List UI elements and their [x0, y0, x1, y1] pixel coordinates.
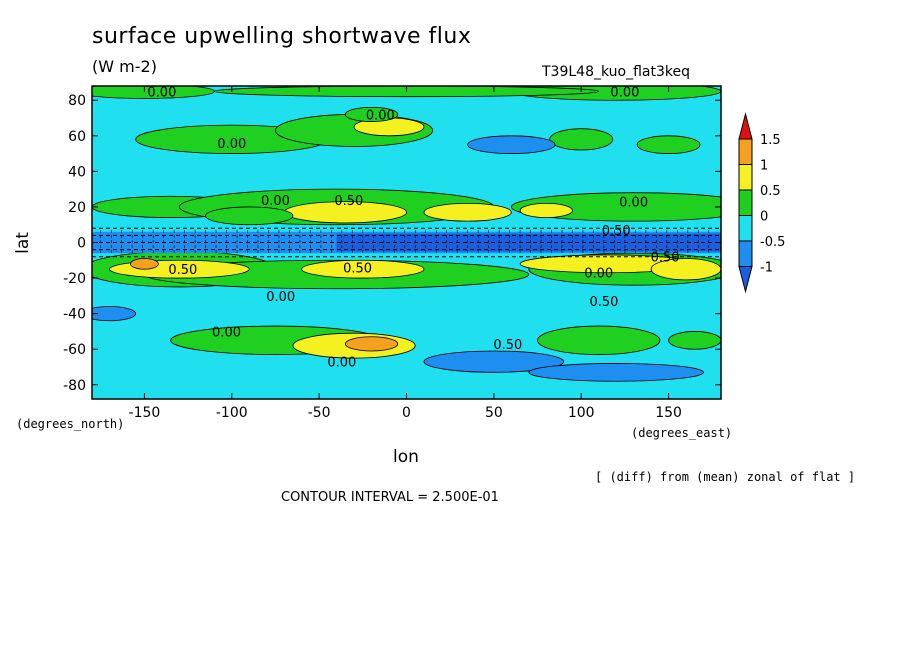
contour-label: 0.50 [589, 295, 618, 310]
y-tick-label: 60 [68, 129, 86, 145]
y-unit-label: (degrees_north) [16, 417, 124, 431]
x-tick-label: -150 [129, 405, 161, 421]
x-unit-label: (degrees_east) [631, 426, 732, 440]
contour-region [130, 258, 159, 270]
colorbar-segment [738, 138, 753, 165]
contour-label: 0.00 [266, 290, 295, 305]
y-tick-label: 0 [77, 236, 86, 252]
contour-label: 0.00 [327, 356, 356, 371]
chart-title: surface upwelling shortwave flux [92, 24, 472, 49]
contour-region [301, 259, 425, 279]
chart-units: (W m-2) [92, 57, 157, 76]
contour-label: 0.00 [584, 267, 613, 282]
contour-region [549, 128, 614, 151]
x-tick-label: 150 [655, 405, 682, 421]
y-axis: 80 60 40 20 0 -20 -40 -60 -80 [63, 93, 721, 394]
contour-label: 0.50 [651, 251, 680, 266]
contour-label: 0.50 [168, 263, 197, 278]
contour-region [344, 106, 399, 122]
y-axis-title: lat [13, 232, 33, 254]
y-tick-label: -40 [63, 307, 86, 323]
colorbar-label: -0.5 [760, 235, 785, 250]
contour-label: 0.50 [493, 338, 522, 353]
colorbar-label: 1.5 [760, 133, 781, 148]
contour-region [636, 135, 701, 154]
contour-region [519, 202, 573, 219]
colorbar-label: -1 [760, 261, 773, 276]
contour-region [668, 331, 721, 350]
contour-label: 0.00 [261, 194, 290, 209]
colorbar-segment [738, 189, 753, 216]
contour-label: 0.50 [602, 224, 631, 239]
colorbar-label: 0 [760, 210, 768, 225]
colorbar-segment [738, 164, 753, 191]
diff-note: [ (diff) from (mean) zonal of flat ] [595, 470, 855, 484]
contour-label: 0.00 [147, 85, 176, 100]
y-tick-label: -80 [63, 378, 86, 394]
colorbar-segment [738, 215, 753, 242]
contour-label: 0.00 [366, 108, 395, 123]
x-tick-label: -50 [308, 405, 331, 421]
contour-label: 0.50 [343, 261, 372, 276]
contour-label: 0.00 [619, 196, 648, 211]
contour-region [344, 336, 399, 352]
y-tick-label: 80 [68, 93, 86, 109]
y-tick-label: 20 [68, 200, 86, 216]
contour-region [467, 135, 556, 154]
x-tick-label: 100 [568, 405, 595, 421]
colorbar: 1.5 1 0.5 0 -0.5 -1 [738, 112, 785, 294]
x-tick-label: -100 [216, 405, 248, 421]
contour-field [92, 86, 721, 399]
contour-label: 0.00 [217, 137, 246, 152]
colorbar-bottom-triangle [738, 266, 753, 294]
contour-region [205, 206, 294, 226]
colorbar-label: 0.5 [760, 184, 781, 199]
x-tick-label: 50 [485, 405, 503, 421]
y-tick-label: -60 [63, 342, 86, 358]
x-axis: -150 -100 -50 0 50 100 150 [129, 86, 682, 421]
colorbar-label: 1 [760, 159, 768, 174]
contour-label: 0.00 [610, 85, 639, 100]
contour-region [537, 325, 661, 355]
contour-label: 0.50 [334, 194, 363, 209]
x-tick-label: 0 [402, 405, 411, 421]
contour-region [423, 202, 512, 222]
y-tick-label: -20 [63, 271, 86, 287]
y-tick-label: 40 [68, 164, 86, 180]
colorbar-top-triangle [738, 112, 753, 140]
run-id: T39L48_kuo_flat3keq [542, 64, 690, 80]
contour-region [528, 363, 704, 382]
colorbar-segment [738, 240, 753, 267]
contour-interval: CONTOUR INTERVAL = 2.500E-01 [281, 490, 499, 505]
contour-labels: 0.00 0.00 0.00 0.00 0.00 0.50 0.00 0.50 0.50 0.00… [147, 85, 679, 370]
x-axis-title: lon [393, 447, 419, 467]
contour-label: 0.00 [212, 325, 241, 340]
contour-region [423, 350, 565, 373]
contour-region [92, 306, 137, 322]
